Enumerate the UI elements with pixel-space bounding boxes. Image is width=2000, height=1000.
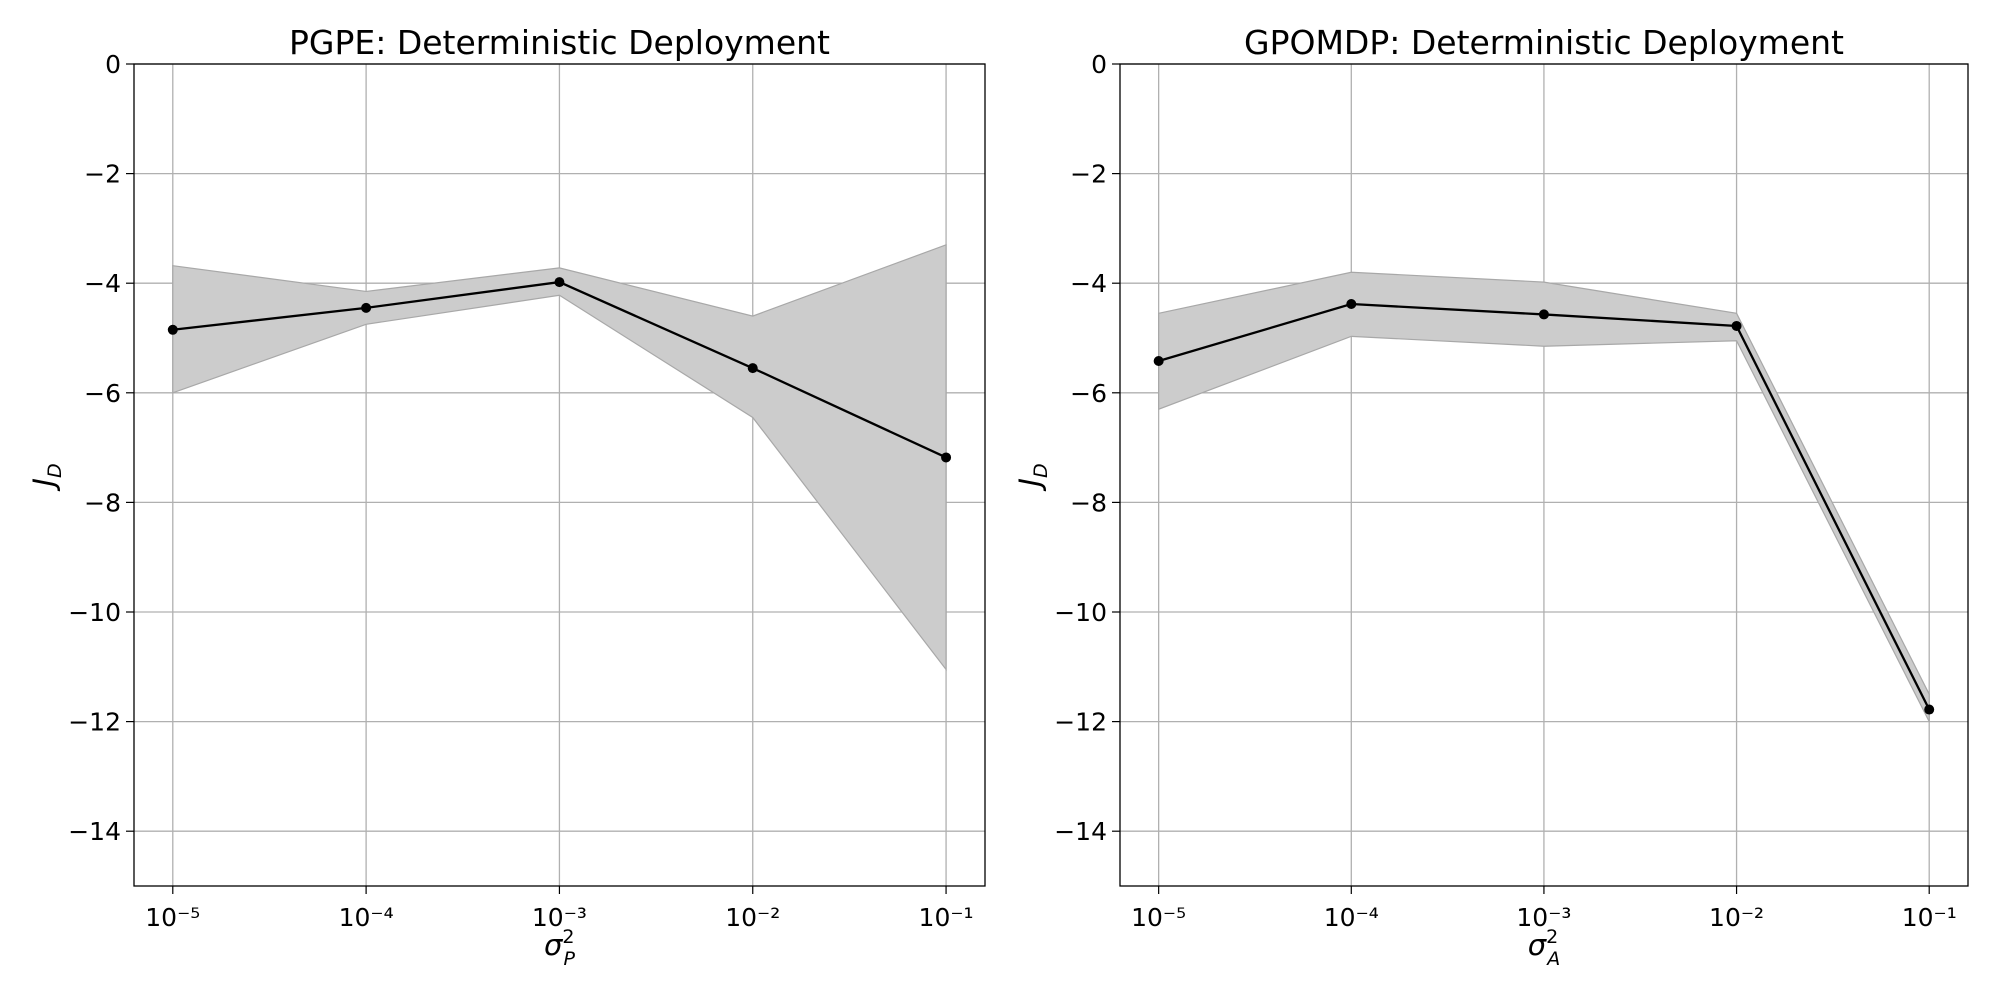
x-tick-label: 10⁻² — [1709, 903, 1764, 932]
y-tick-label: 0 — [105, 50, 121, 79]
point — [941, 452, 952, 463]
x-tick-label: 10⁻³ — [1516, 903, 1571, 932]
x-tick-label: 10⁻⁴ — [339, 903, 394, 932]
x-axis-label: σ2 A — [1528, 926, 1560, 970]
chart-title: PGPE: Deterministic Deployment — [289, 23, 830, 62]
x-tick-label: 10⁻² — [725, 903, 780, 932]
x-label-superscript: 2 — [562, 926, 574, 948]
point — [1538, 309, 1549, 320]
point — [1731, 320, 1742, 331]
point — [1153, 356, 1164, 367]
y-tick-label: −6 — [1070, 379, 1107, 408]
y-tick-label: −14 — [68, 817, 121, 846]
y-axis-label: JD — [1013, 463, 1052, 491]
y-tick-label: −14 — [1054, 817, 1107, 846]
y-label-symbol: J — [27, 478, 61, 492]
y-tick-label: −8 — [1070, 488, 1107, 517]
y-tick-label: −10 — [68, 598, 121, 627]
y-tick-label: −6 — [84, 379, 121, 408]
x-tick-label: 10⁻⁵ — [1131, 903, 1186, 932]
confidence-band — [1158, 271, 1930, 722]
plot-frame — [1119, 63, 1969, 887]
x-label-subscript: P — [564, 948, 576, 970]
point — [1346, 299, 1357, 310]
chart-title: GPOMDP: Deterministic Deployment — [1244, 23, 1844, 62]
plot-frame — [133, 63, 986, 887]
point — [747, 363, 758, 374]
point — [167, 324, 178, 335]
y-tick-label: 0 — [1091, 50, 1107, 79]
y-tick-label: −2 — [84, 160, 121, 189]
point — [554, 277, 565, 288]
x-label-symbol: σ — [1528, 928, 1548, 962]
x-tick-label: 10⁻⁵ — [145, 903, 200, 932]
x-axis-label: σ2 P — [544, 926, 575, 970]
y-tick-label: −2 — [1070, 160, 1107, 189]
x-tick-label: 10⁻¹ — [919, 903, 974, 932]
x-tick-label: 10⁻¹ — [1902, 903, 1957, 932]
y-tick-label: −8 — [84, 488, 121, 517]
y-label-symbol: J — [1013, 478, 1047, 492]
point — [361, 302, 372, 313]
y-tick-label: −12 — [1054, 708, 1107, 737]
x-tick-label: 10⁻⁴ — [1324, 903, 1379, 932]
x-tick-label: 10⁻³ — [532, 903, 587, 932]
confidence-band — [172, 243, 947, 672]
x-label-superscript: 2 — [1546, 926, 1558, 948]
y-tick-label: −10 — [1054, 598, 1107, 627]
x-label-subscript: A — [1545, 948, 1560, 970]
y-axis-label: JD — [27, 463, 66, 491]
point — [1924, 704, 1935, 715]
y-tick-label: −4 — [84, 269, 121, 298]
y-tick-label: −4 — [1070, 269, 1107, 298]
y-label-subscript: D — [44, 463, 66, 478]
x-label-symbol: σ — [544, 928, 564, 962]
y-tick-label: −12 — [68, 708, 121, 737]
y-label-subscript: D — [1030, 463, 1052, 478]
